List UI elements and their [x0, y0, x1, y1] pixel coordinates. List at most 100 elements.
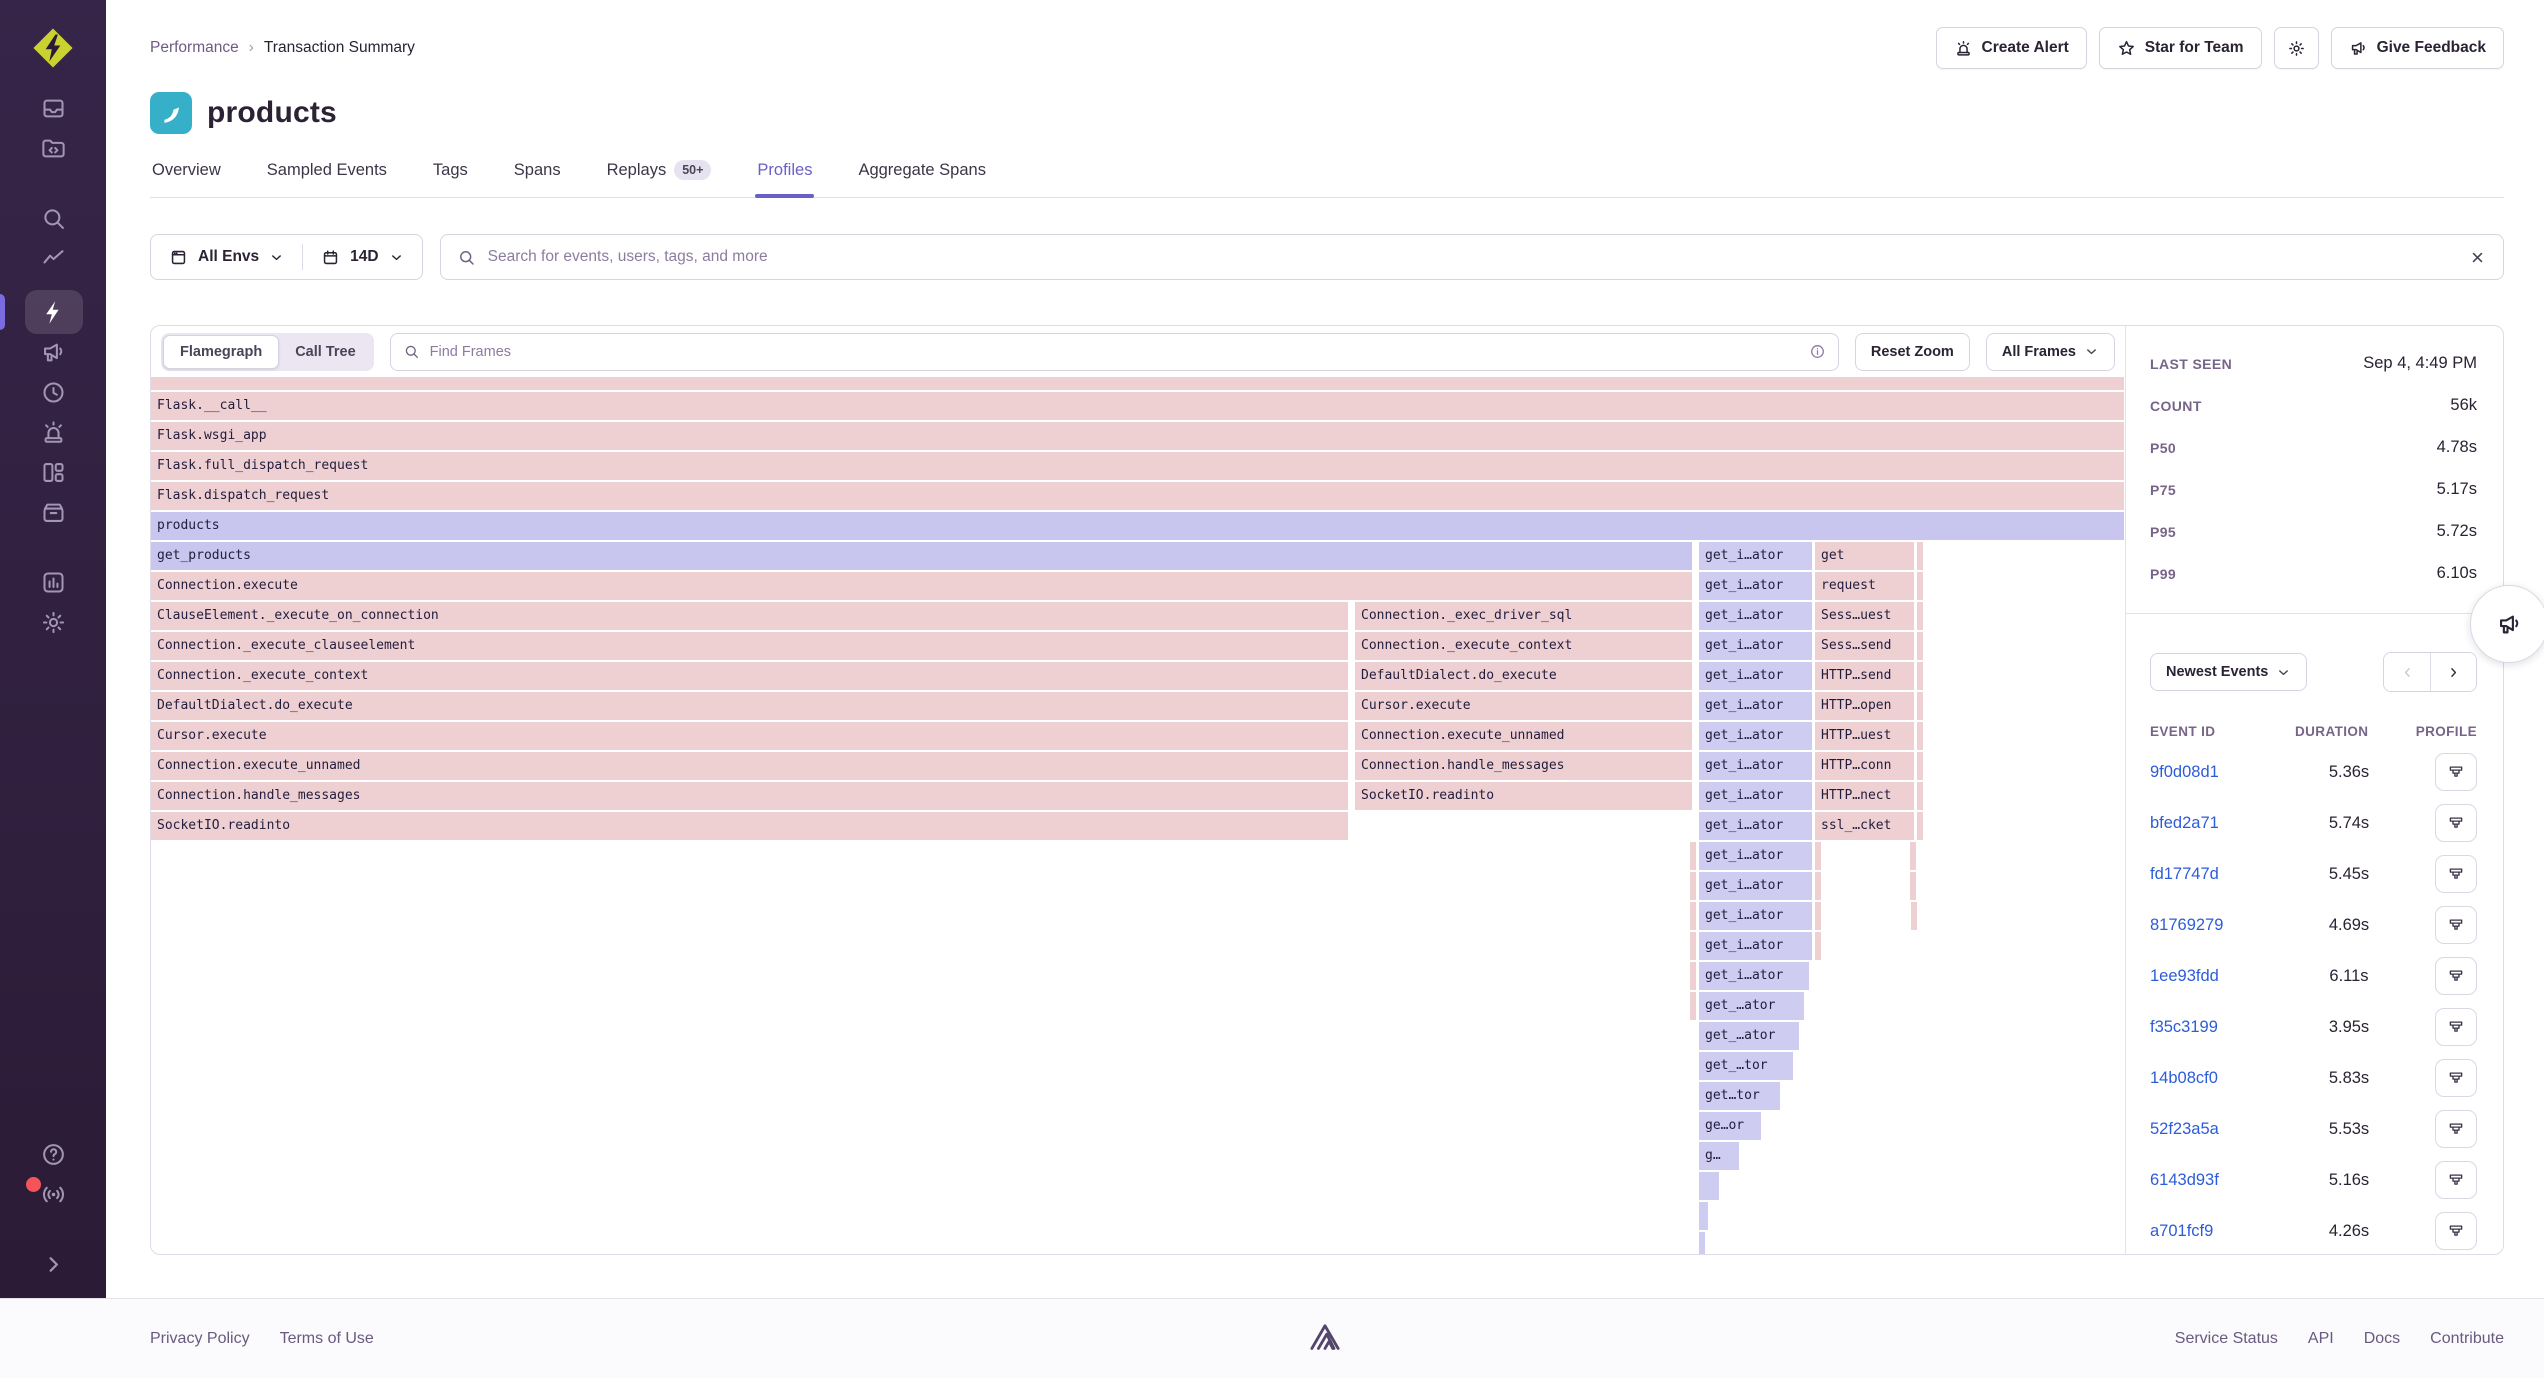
flamegraph-frame[interactable]: get_i…ator [1699, 842, 1812, 870]
view-profile-button[interactable] [2435, 1008, 2477, 1046]
flamegraph-frame[interactable] [1910, 842, 1916, 870]
events-sort-select[interactable]: Newest Events [2150, 653, 2308, 691]
footer-link-api[interactable]: API [2307, 1329, 2334, 1347]
flamegraph-frame[interactable]: get_…tor [1699, 1052, 1793, 1080]
flamegraph-frame[interactable] [1815, 932, 1821, 960]
flamegraph-frame[interactable]: Cursor.execute [151, 722, 1348, 750]
frames-filter-select[interactable]: All Frames [1985, 332, 2115, 371]
sidebar-item-replays[interactable] [0, 372, 106, 412]
star-for-team-button[interactable]: Star for Team [2098, 27, 2262, 69]
flamegraph-frame[interactable] [151, 377, 2124, 390]
flamegraph-frame[interactable] [1911, 902, 1917, 930]
previous-page-button[interactable] [2384, 653, 2430, 691]
flamegraph-frame[interactable]: get_i…ator [1699, 722, 1812, 750]
flamegraph-frame[interactable]: Connection.handle_messages [151, 782, 1348, 810]
event-id-link[interactable]: 81769279 [2150, 915, 2224, 934]
flamegraph-frame[interactable]: get_i…ator [1699, 812, 1812, 840]
flamegraph-frame[interactable]: products [151, 512, 2124, 540]
clear-search-icon[interactable] [2468, 248, 2487, 267]
flamegraph-frame[interactable]: HTTP…send [1815, 662, 1914, 690]
sidebar-item-projects[interactable] [0, 128, 106, 168]
flamegraph-frame[interactable]: Flask.wsgi_app [151, 422, 2124, 450]
flamegraph-frame[interactable]: Connection._exec_driver_sql [1355, 602, 1692, 630]
view-profile-button[interactable] [2435, 1110, 2477, 1148]
view-profile-button[interactable] [2435, 855, 2477, 893]
flamegraph-frame[interactable]: get_…ator [1699, 992, 1804, 1020]
flamegraph-frame[interactable]: get_i…ator [1699, 572, 1812, 600]
sidebar-item-issues[interactable] [0, 88, 106, 128]
tab-tags[interactable]: Tags [432, 160, 468, 179]
tab-overview[interactable]: Overview [152, 160, 221, 179]
flamegraph-frame[interactable]: Cursor.execute [1355, 692, 1692, 720]
flamegraph-frame[interactable]: HTTP…conn [1815, 752, 1914, 780]
tab-aggregate-spans[interactable]: Aggregate Spans [858, 160, 986, 179]
view-profile-button[interactable] [2435, 957, 2477, 995]
flamegraph-frame[interactable] [1699, 1202, 1708, 1230]
flamegraph-frame[interactable]: Connection._execute_context [1355, 632, 1692, 660]
event-id-link[interactable]: f35c3199 [2150, 1017, 2218, 1036]
environment-selector[interactable]: All Envs [151, 235, 302, 279]
flamegraph-frame[interactable] [1917, 692, 1923, 720]
flamegraph-frame[interactable]: get…tor [1699, 1082, 1780, 1110]
flamegraph-frame[interactable] [1690, 842, 1696, 870]
flamegraph-frame[interactable] [1690, 902, 1696, 930]
flamegraph-frame[interactable]: ge…or [1699, 1112, 1761, 1140]
sidebar-item-user-feedback[interactable] [0, 332, 106, 372]
sidebar-item-whats-new[interactable] [25, 1174, 67, 1214]
flamegraph-view-button[interactable]: Flamegraph [163, 334, 280, 369]
flamegraph-frame[interactable]: get_products [151, 542, 1692, 570]
event-id-link[interactable]: 1ee93fdd [2150, 966, 2219, 985]
flamegraph-frame[interactable]: HTTP…nect [1815, 782, 1914, 810]
flamegraph-frame[interactable] [1910, 872, 1916, 900]
event-id-link[interactable]: a701fcf9 [2150, 1221, 2214, 1240]
flamegraph-frame[interactable]: get_i…ator [1699, 932, 1812, 960]
sidebar-item-dashboards[interactable] [0, 452, 106, 492]
flamegraph-frame[interactable]: get_i…ator [1699, 542, 1812, 570]
date-range-selector[interactable]: 14D [303, 235, 421, 279]
flamegraph-frame[interactable]: SocketIO.readinto [1355, 782, 1692, 810]
flamegraph-frame[interactable] [1690, 962, 1696, 990]
give-feedback-button[interactable]: Give Feedback [2330, 27, 2504, 69]
sentry-logo[interactable] [27, 22, 79, 74]
flamegraph-frame[interactable]: get_i…ator [1699, 782, 1812, 810]
tab-sampled-events[interactable]: Sampled Events [266, 160, 387, 179]
flamegraph-frame[interactable] [1917, 722, 1923, 750]
footer-link-docs[interactable]: Docs [2363, 1329, 2401, 1347]
flamegraph-frame[interactable]: ssl_…cket [1815, 812, 1914, 840]
reset-zoom-button[interactable]: Reset Zoom [1854, 332, 1970, 371]
flamegraph-frame[interactable]: Sess…uest [1815, 602, 1914, 630]
event-id-link[interactable]: 14b08cf0 [2150, 1068, 2218, 1087]
flamegraph-frame[interactable] [1917, 812, 1923, 840]
event-id-link[interactable]: 9f0d08d1 [2150, 762, 2219, 781]
footer-link-service-status[interactable]: Service Status [2174, 1329, 2278, 1347]
feedback-widget-button[interactable] [2470, 585, 2544, 663]
tab-spans[interactable]: Spans [513, 160, 561, 179]
flamegraph-frame[interactable] [1690, 872, 1696, 900]
sidebar-item-alerts[interactable] [0, 412, 106, 452]
flamegraph-frame[interactable] [1815, 842, 1821, 870]
flamegraph-canvas[interactable]: Flask.__call__ Flask.wsgi_app Flask.full_d… [151, 377, 2125, 1254]
flamegraph-frame[interactable]: Connection._execute_context [151, 662, 1348, 690]
event-id-link[interactable]: 6143d93f [2150, 1170, 2219, 1189]
footer-link-privacy-policy[interactable]: Privacy Policy [150, 1329, 250, 1347]
view-profile-button[interactable] [2435, 1161, 2477, 1199]
search-input[interactable] [487, 248, 2456, 266]
flamegraph-frame[interactable]: Connection.execute [151, 572, 1692, 600]
flamegraph-frame[interactable]: get_i…ator [1699, 902, 1812, 930]
flamegraph-frame[interactable]: request [1815, 572, 1914, 600]
flamegraph-frame[interactable]: g… [1699, 1142, 1739, 1170]
breadcrumb-performance[interactable]: Performance [150, 39, 239, 56]
settings-button[interactable] [2273, 27, 2319, 69]
flamegraph-frame[interactable]: Connection._execute_clauseelement [151, 632, 1348, 660]
sidebar-item-help[interactable] [40, 1134, 67, 1174]
flamegraph-frame[interactable] [1699, 1172, 1719, 1200]
footer-link-contribute[interactable]: Contribute [2430, 1329, 2504, 1347]
flamegraph-frame[interactable]: Flask.__call__ [151, 392, 2124, 420]
sidebar-item-explore[interactable] [0, 198, 106, 238]
view-profile-button[interactable] [2435, 804, 2477, 842]
flamegraph-frame[interactable]: Sess…send [1815, 632, 1914, 660]
flamegraph-frame[interactable]: SocketIO.readinto [151, 812, 1348, 840]
create-alert-button[interactable]: Create Alert [1935, 27, 2087, 69]
flamegraph-frame[interactable]: DefaultDialect.do_execute [151, 692, 1348, 720]
sidebar-item-performance[interactable] [0, 290, 106, 334]
